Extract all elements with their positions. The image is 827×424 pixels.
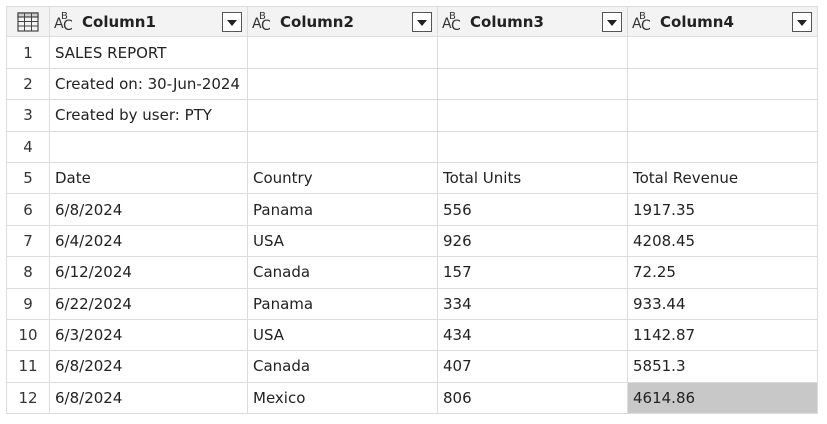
table-cell[interactable]: USA [248, 225, 438, 258]
column-header-3[interactable]: A B C Column3 [438, 6, 628, 38]
table-select-all-icon[interactable] [6, 6, 50, 38]
table-cell[interactable] [438, 37, 628, 69]
text-type-icon[interactable]: A B C [252, 10, 271, 34]
table-cell[interactable]: Date [50, 162, 248, 195]
table-cell[interactable]: 6/22/2024 [50, 288, 248, 320]
table-cell[interactable]: Canada [248, 257, 438, 289]
table-cell[interactable]: Mexico [248, 382, 438, 415]
table-cell[interactable]: 334 [438, 288, 628, 320]
table-cell[interactable]: 72.25 [628, 257, 818, 289]
row-number[interactable]: 2 [6, 68, 50, 101]
selected-cell[interactable]: 4614.86 [628, 382, 818, 415]
table-cell[interactable]: 5851.3 [628, 351, 818, 383]
table-cell[interactable]: 407 [438, 351, 628, 383]
table-cell[interactable]: Created by user: PTY [50, 100, 248, 132]
column-label: Column3 [470, 12, 544, 31]
table-cell[interactable]: 556 [438, 194, 628, 226]
table-cell[interactable]: Canada [248, 351, 438, 383]
table-cell[interactable] [438, 100, 628, 132]
row-number[interactable]: 4 [6, 131, 50, 163]
table-cell[interactable] [248, 68, 438, 101]
row-number[interactable]: 7 [6, 225, 50, 258]
table-cell[interactable]: 157 [438, 257, 628, 289]
table-cell[interactable]: 6/12/2024 [50, 257, 248, 289]
table-cell[interactable]: Country [248, 162, 438, 195]
table-cell[interactable]: 6/8/2024 [50, 382, 248, 415]
text-type-icon[interactable]: A B C [632, 10, 651, 34]
row-number[interactable]: 5 [6, 162, 50, 195]
table-cell[interactable]: 6/8/2024 [50, 351, 248, 383]
table-cell[interactable]: USA [248, 319, 438, 352]
column-label: Column2 [280, 12, 354, 31]
table-cell[interactable]: 806 [438, 382, 628, 415]
table-cell[interactable]: Panama [248, 194, 438, 226]
row-number[interactable]: 11 [6, 351, 50, 383]
row-number[interactable]: 1 [6, 37, 50, 69]
column-filter-dropdown-icon[interactable] [792, 12, 812, 32]
text-type-icon[interactable]: A B C [442, 10, 461, 34]
table-cell[interactable]: 933.44 [628, 288, 818, 320]
column-label: Column1 [82, 12, 156, 31]
table-cell[interactable]: 4208.45 [628, 225, 818, 258]
column-header-2[interactable]: A B C Column2 [248, 6, 438, 38]
table-cell[interactable]: 1142.87 [628, 319, 818, 352]
table-cell[interactable]: Panama [248, 288, 438, 320]
row-number[interactable]: 9 [6, 288, 50, 320]
table-cell[interactable]: SALES REPORT [50, 37, 248, 69]
text-type-icon[interactable]: A B C [54, 10, 73, 34]
table-cell[interactable]: 434 [438, 319, 628, 352]
table-cell[interactable]: 926 [438, 225, 628, 258]
column-filter-dropdown-icon[interactable] [222, 12, 242, 32]
row-number[interactable]: 6 [6, 194, 50, 226]
column-header-4[interactable]: A B C Column4 [628, 6, 818, 38]
row-number[interactable]: 3 [6, 100, 50, 132]
table-cell[interactable] [50, 131, 248, 163]
table-cell[interactable] [628, 100, 818, 132]
table-cell[interactable]: Created on: 30-Jun-2024 [50, 68, 248, 101]
table-cell[interactable] [248, 100, 438, 132]
column-label: Column4 [660, 12, 734, 31]
table-cell[interactable]: 6/3/2024 [50, 319, 248, 352]
table-cell[interactable] [248, 37, 438, 69]
table-cell[interactable]: 6/4/2024 [50, 225, 248, 258]
table-cell[interactable]: 1917.35 [628, 194, 818, 226]
table-cell[interactable]: Total Units [438, 162, 628, 195]
data-grid: A B C Column1 A B C Column2 A B C Column… [6, 6, 818, 415]
column-filter-dropdown-icon[interactable] [602, 12, 622, 32]
table-cell[interactable] [248, 131, 438, 163]
row-number[interactable]: 12 [6, 382, 50, 415]
table-cell[interactable]: Total Revenue [628, 162, 818, 195]
table-cell[interactable] [628, 37, 818, 69]
row-number[interactable]: 8 [6, 257, 50, 289]
column-header-1[interactable]: A B C Column1 [50, 6, 248, 38]
table-cell[interactable] [628, 131, 818, 163]
row-number[interactable]: 10 [6, 319, 50, 352]
table-cell[interactable] [438, 68, 628, 101]
table-cell[interactable] [438, 131, 628, 163]
table-cell[interactable]: 6/8/2024 [50, 194, 248, 226]
table-cell[interactable] [628, 68, 818, 101]
column-filter-dropdown-icon[interactable] [412, 12, 432, 32]
